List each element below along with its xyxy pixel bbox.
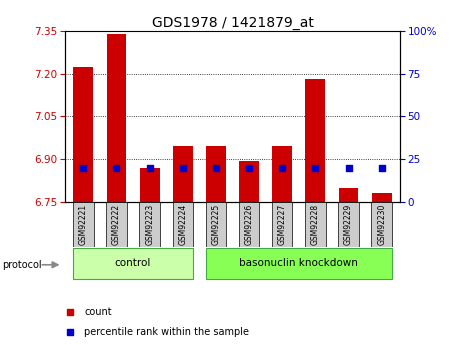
Bar xyxy=(372,193,392,202)
Bar xyxy=(140,202,160,247)
Bar xyxy=(206,146,226,202)
Bar xyxy=(173,146,193,202)
Bar xyxy=(206,202,226,247)
Text: GSM92226: GSM92226 xyxy=(245,204,253,245)
Text: GSM92224: GSM92224 xyxy=(178,204,187,245)
Point xyxy=(312,165,319,170)
Point xyxy=(66,330,73,335)
Point xyxy=(113,165,120,170)
Bar xyxy=(239,202,259,247)
Bar xyxy=(73,248,193,279)
Bar xyxy=(140,168,159,202)
Text: GSM92227: GSM92227 xyxy=(278,204,287,245)
Text: count: count xyxy=(84,307,112,317)
Title: GDS1978 / 1421879_at: GDS1978 / 1421879_at xyxy=(152,16,313,30)
Text: GSM92229: GSM92229 xyxy=(344,204,353,245)
Point xyxy=(179,165,186,170)
Text: GSM92228: GSM92228 xyxy=(311,204,320,245)
Point xyxy=(246,165,253,170)
Point xyxy=(80,165,87,170)
Point xyxy=(212,165,219,170)
Point xyxy=(146,165,153,170)
Bar xyxy=(372,202,392,247)
Bar xyxy=(239,160,259,202)
Text: percentile rank within the sample: percentile rank within the sample xyxy=(84,327,249,337)
Text: GSM92223: GSM92223 xyxy=(145,204,154,245)
Bar xyxy=(173,202,193,247)
Text: GSM92225: GSM92225 xyxy=(212,204,220,245)
Text: protocol: protocol xyxy=(2,260,42,270)
Bar xyxy=(272,202,292,247)
Bar xyxy=(206,248,392,279)
Bar xyxy=(306,79,325,202)
Point xyxy=(66,309,73,315)
Bar xyxy=(106,202,127,247)
Bar xyxy=(338,202,359,247)
Bar xyxy=(106,34,126,202)
Point xyxy=(279,165,286,170)
Bar xyxy=(339,188,359,202)
Text: GSM92230: GSM92230 xyxy=(377,204,386,245)
Point xyxy=(345,165,352,170)
Bar xyxy=(73,202,93,247)
Text: control: control xyxy=(115,258,151,268)
Text: GSM92221: GSM92221 xyxy=(79,204,88,245)
Bar xyxy=(305,202,326,247)
Point xyxy=(378,165,385,170)
Bar xyxy=(73,67,93,202)
Text: GSM92222: GSM92222 xyxy=(112,204,121,245)
Text: basonuclin knockdown: basonuclin knockdown xyxy=(239,258,358,268)
Bar xyxy=(272,146,292,202)
